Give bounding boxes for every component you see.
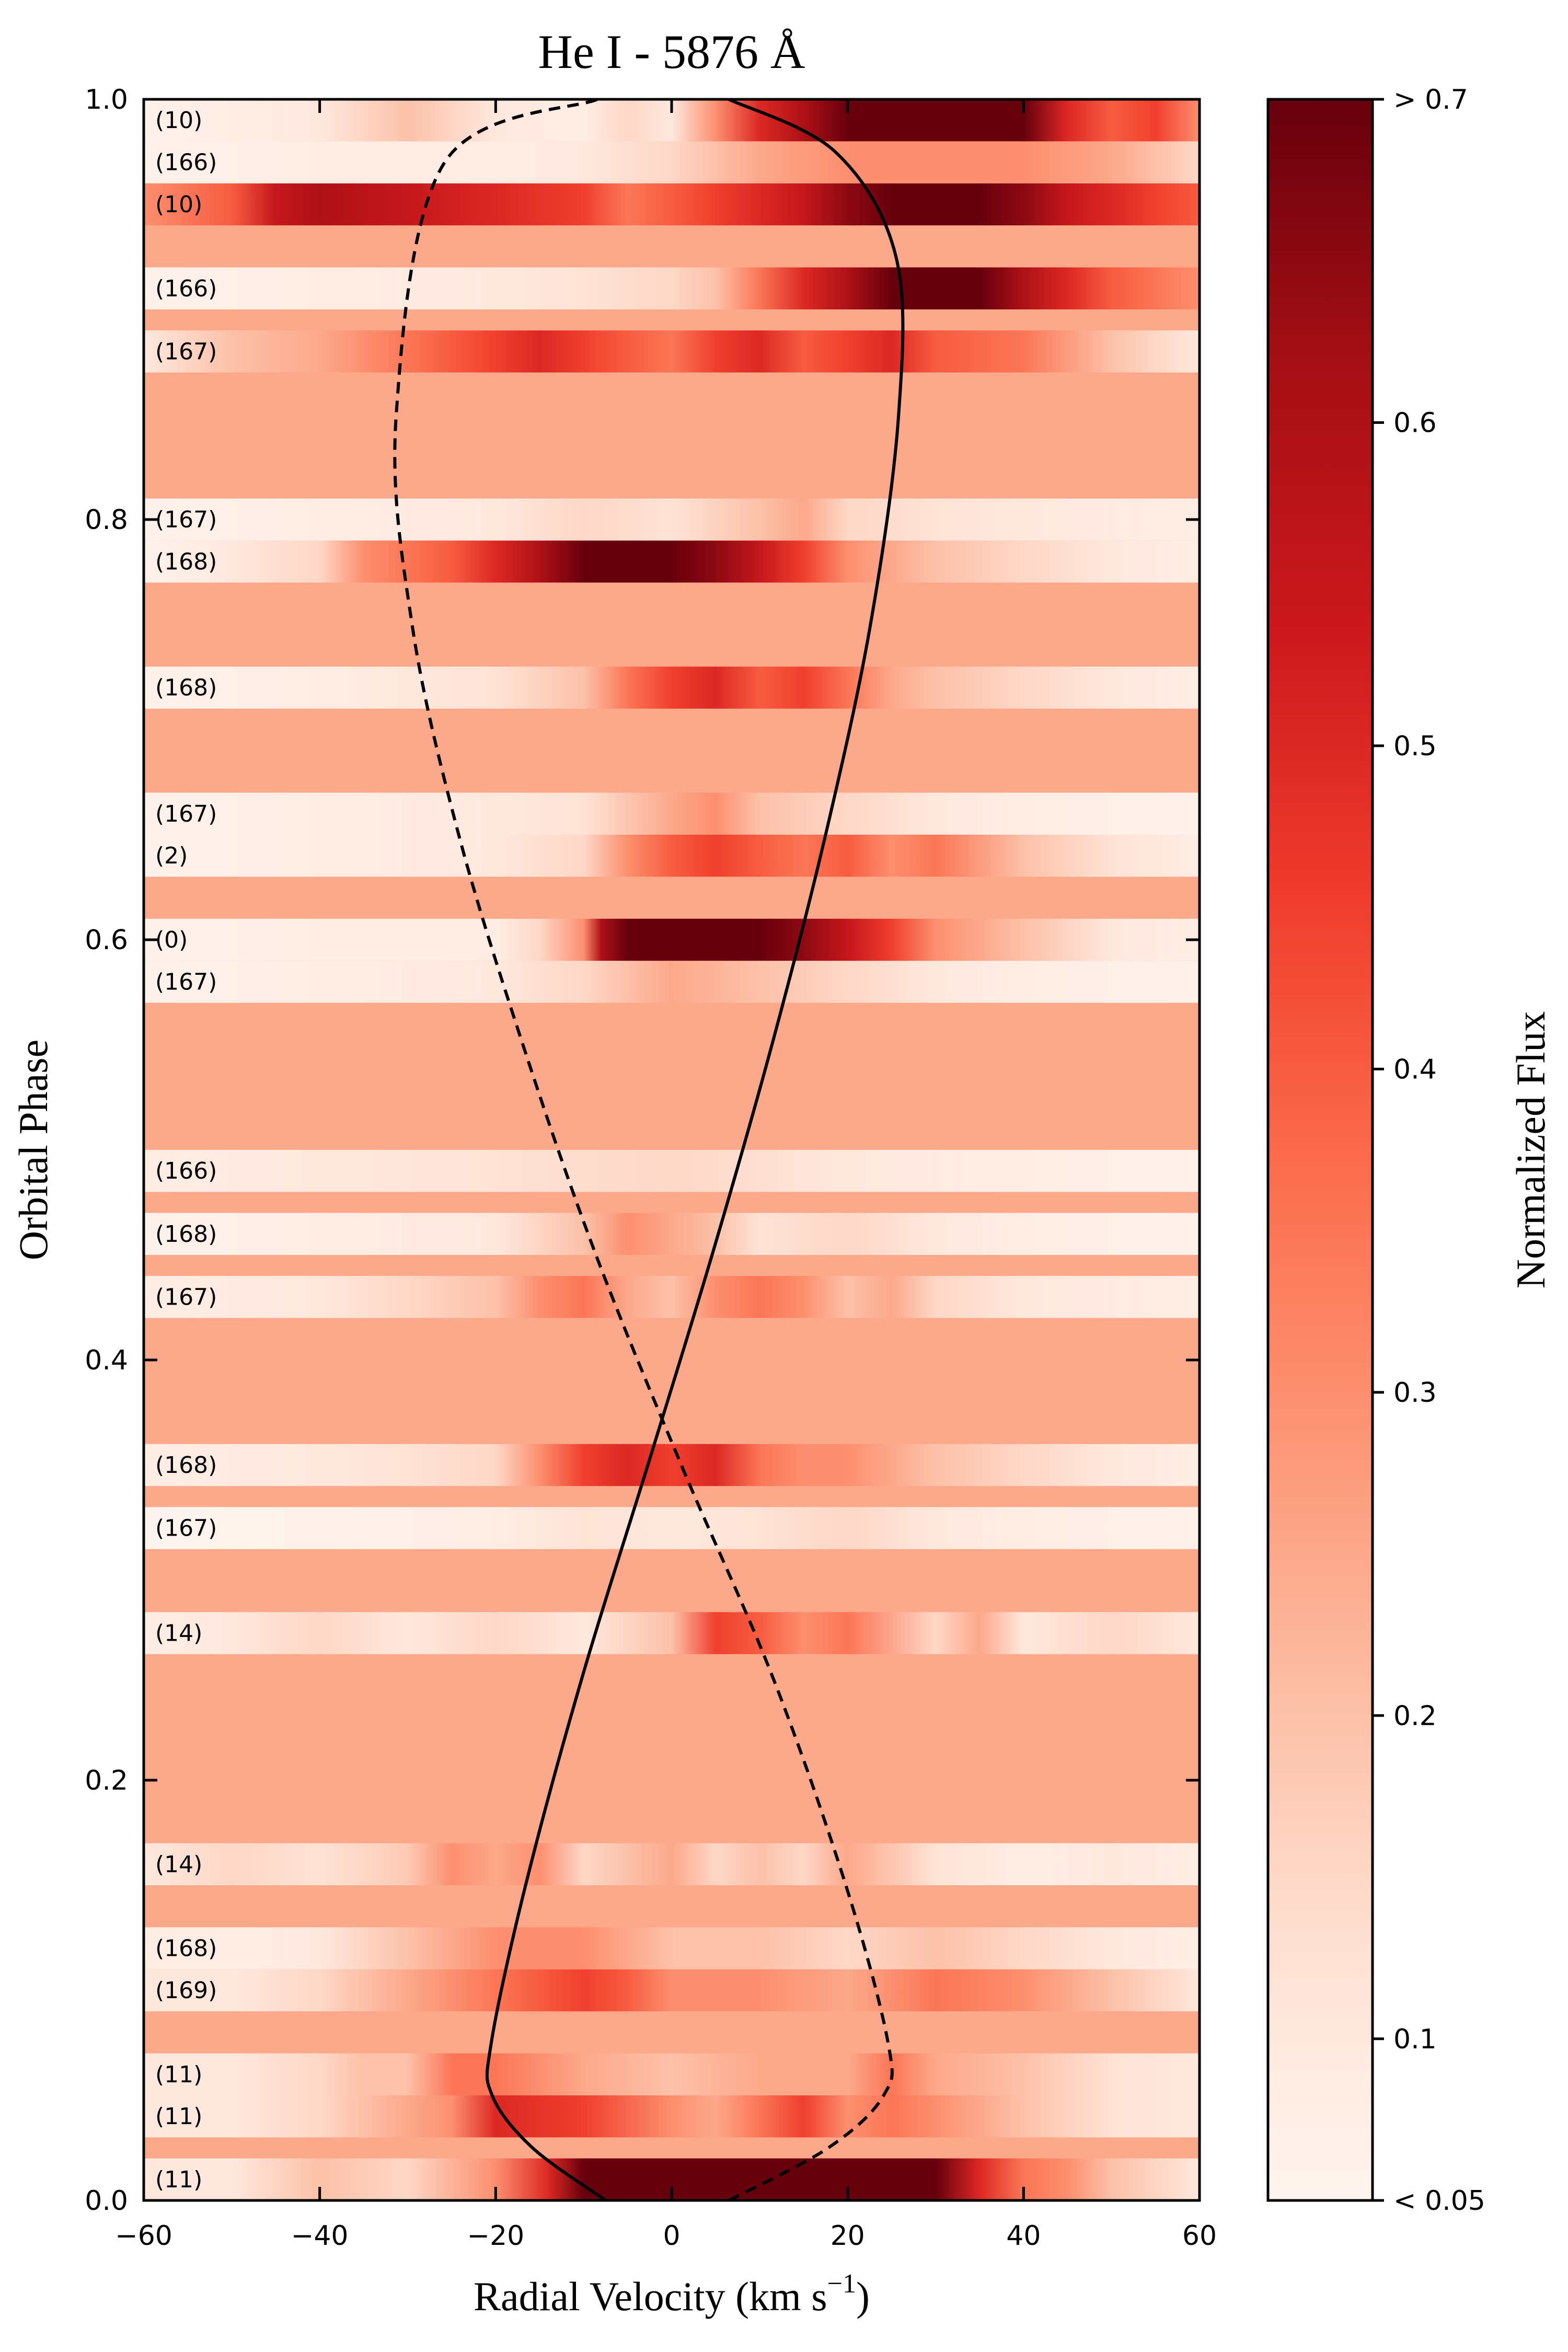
spectrum-row <box>144 1444 1200 1486</box>
solid-rv-curve <box>485 99 905 2200</box>
x-tick-label: 60 <box>1182 2220 1217 2252</box>
spectrum-row <box>144 2095 1200 2138</box>
spectrum-label: (168) <box>155 1452 217 1479</box>
spectrum-row <box>144 792 1200 835</box>
x-axis-label-close: ) <box>856 2274 870 2319</box>
rv-curves <box>393 99 905 2200</box>
spectrum-labels: (11) (11) (11) (169) (168) (14) (14) (167) (168)… <box>155 107 217 2193</box>
spectrum-row <box>144 1612 1200 1654</box>
spectrum-row <box>144 1927 1200 1969</box>
y-tick-label: 0.8 <box>85 504 128 536</box>
chart-title: He I - 5876 Å <box>538 25 805 78</box>
spectrum-row <box>144 961 1200 1003</box>
x-tick-label: −40 <box>291 2220 349 2252</box>
spectrum-label: (168) <box>155 1935 217 1962</box>
spectrum-row <box>144 1507 1200 1549</box>
spectrum-label: (167) <box>155 338 217 365</box>
spectrum-label: (169) <box>155 1977 217 2004</box>
spectrum-label: (0) <box>155 927 188 953</box>
spectrum-label: (11) <box>155 2103 202 2130</box>
spectrum-label: (166) <box>155 275 217 302</box>
spectrum-label: (167) <box>155 1284 217 1310</box>
spectrum-label: (167) <box>155 801 217 827</box>
spectrum-row <box>144 498 1200 541</box>
colorbar-tick-label: > 0.7 <box>1393 84 1468 116</box>
y-axis: 0.0 0.2 0.4 0.6 0.8 1.0 <box>85 84 1200 2217</box>
x-tick-label: 40 <box>1006 2220 1041 2252</box>
x-tick-label: −60 <box>115 2220 172 2252</box>
spectrum-row <box>144 1276 1200 1318</box>
colorbar-ticks: < 0.05 0.1 0.2 0.3 0.4 0.5 0.6 > 0.7 <box>1373 84 1485 2217</box>
spectrum-label: (168) <box>155 1221 217 1248</box>
y-tick-label: 0.6 <box>85 925 128 956</box>
spectrum-label: (167) <box>155 506 217 533</box>
spectrum-label: (167) <box>155 1515 217 1542</box>
spectrum-row <box>144 183 1200 226</box>
x-tick-label: −20 <box>467 2220 524 2252</box>
colorbar <box>1266 98 1374 2202</box>
spectrum-row <box>144 1843 1200 1885</box>
dashed-rv-curve <box>393 99 894 2200</box>
colorbar-tick-label: 0.1 <box>1393 2024 1437 2055</box>
spectrum-row <box>144 267 1200 309</box>
spectrum-label: (14) <box>155 1620 202 1647</box>
colorbar-tick-label: < 0.05 <box>1393 2185 1485 2217</box>
spectrum-row <box>144 1969 1200 2012</box>
x-tick-label: 0 <box>663 2220 680 2252</box>
spectrum-row <box>144 2053 1200 2095</box>
colorbar-label: Normalized Flux <box>1508 1011 1553 1289</box>
spectrum-label: (10) <box>155 107 202 134</box>
spectra-rows <box>144 99 1200 2200</box>
spectrum-label: (166) <box>155 149 217 176</box>
y-tick-label: 0.4 <box>85 1345 128 1376</box>
spectrum-label: (14) <box>155 1851 202 1878</box>
spectrum-row <box>144 540 1200 583</box>
y-axis-label: Orbital Phase <box>10 1040 56 1260</box>
y-tick-label: 0.0 <box>85 2185 128 2217</box>
spectrum-row <box>144 141 1200 183</box>
spectrum-label: (168) <box>155 675 217 701</box>
x-tick-label: 20 <box>831 2220 865 2252</box>
colorbar-tick-label: 0.5 <box>1393 731 1437 762</box>
spectrum-label: (11) <box>155 2061 202 2088</box>
spectrum-row <box>144 1150 1200 1192</box>
spectrum-row <box>144 330 1200 373</box>
colorbar-tick-label: 0.6 <box>1393 407 1437 439</box>
spectrum-label: (11) <box>155 2166 202 2193</box>
y-tick-label: 1.0 <box>85 84 128 116</box>
spectrum-label: (10) <box>155 191 202 218</box>
spectrum-row <box>144 666 1200 709</box>
spectrum-label: (2) <box>155 843 188 869</box>
spectrum-label: (166) <box>155 1158 217 1184</box>
colorbar-tick-label: 0.3 <box>1393 1377 1437 1409</box>
spectrum-label: (167) <box>155 969 217 995</box>
x-axis: −60 −40 −20 0 20 40 60 <box>115 99 1217 2252</box>
spectrum-label: (168) <box>155 548 217 575</box>
spectrum-row <box>144 835 1200 877</box>
x-axis-label-superscript: −1 <box>827 2269 856 2299</box>
colorbar-tick-label: 0.4 <box>1393 1054 1437 1085</box>
x-axis-label: Radial Velocity (km s−1) <box>474 2269 870 2319</box>
spectrum-row <box>144 1213 1200 1255</box>
colorbar-tick-label: 0.2 <box>1393 1700 1437 1732</box>
spectrum-row <box>144 918 1200 961</box>
y-tick-label: 0.2 <box>85 1765 128 1796</box>
